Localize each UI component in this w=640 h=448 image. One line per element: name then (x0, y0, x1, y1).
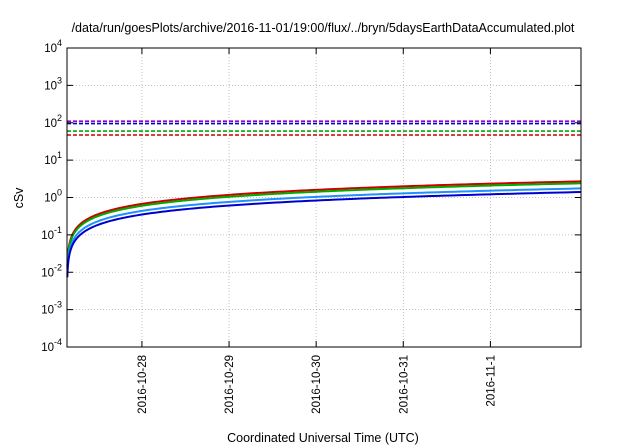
series-line (66, 191, 582, 278)
x-tick-label: 2016-10-31 (398, 355, 410, 414)
y-tick-label: 10-4 (41, 337, 62, 354)
y-tick-base: 10 (41, 342, 54, 354)
y-tick-exponent: 0 (57, 188, 62, 198)
y-tick-label: 103 (44, 75, 62, 92)
y-tick-exponent: 1 (57, 150, 62, 160)
x-axis-label: Coordinated Universal Time (UTC) (227, 431, 419, 445)
y-axis-label: cSv (12, 187, 26, 209)
y-tick-exponent: 3 (57, 75, 62, 85)
y-tick-label: 10-1 (41, 225, 62, 242)
series-line (66, 187, 582, 274)
y-tick-exponent: -1 (54, 225, 62, 235)
y-tick-base: 10 (41, 305, 54, 317)
y-tick-base: 10 (44, 118, 57, 130)
series-layer (66, 120, 582, 278)
x-tick-label: 2016-10-30 (311, 355, 323, 414)
y-tick-label: 102 (44, 113, 62, 130)
y-tick-exponent: -3 (54, 300, 62, 310)
y-tick-base: 10 (44, 80, 57, 92)
series-line (66, 182, 582, 269)
y-tick-label: 104 (44, 38, 62, 55)
x-tick-label: 2016-11-1 (485, 355, 497, 407)
y-tick-base: 10 (41, 267, 54, 279)
y-tick-base: 10 (41, 230, 54, 242)
y-tick-base: 10 (44, 155, 57, 167)
y-tick-base: 10 (44, 43, 57, 55)
grid (67, 48, 581, 347)
y-tick-exponent: 2 (57, 113, 62, 123)
y-tick-exponent: 4 (57, 38, 62, 48)
series-line (66, 180, 582, 267)
y-tick-label: 100 (44, 188, 62, 205)
y-tick-exponent: -4 (54, 337, 62, 347)
y-tick-base: 10 (44, 193, 57, 205)
y-tick-label: 10-3 (41, 300, 62, 317)
y-tick-label: 10-2 (41, 262, 62, 279)
chart-title: /data/run/goesPlots/archive/2016-11-01/1… (72, 21, 575, 35)
y-tick-exponent: -2 (54, 262, 62, 272)
ticks: 10-410-310-210-11001011021031042016-10-2… (41, 38, 581, 414)
y-tick-label: 101 (44, 150, 62, 167)
x-tick-label: 2016-10-29 (224, 355, 236, 414)
x-tick-label: 2016-10-28 (137, 355, 149, 414)
